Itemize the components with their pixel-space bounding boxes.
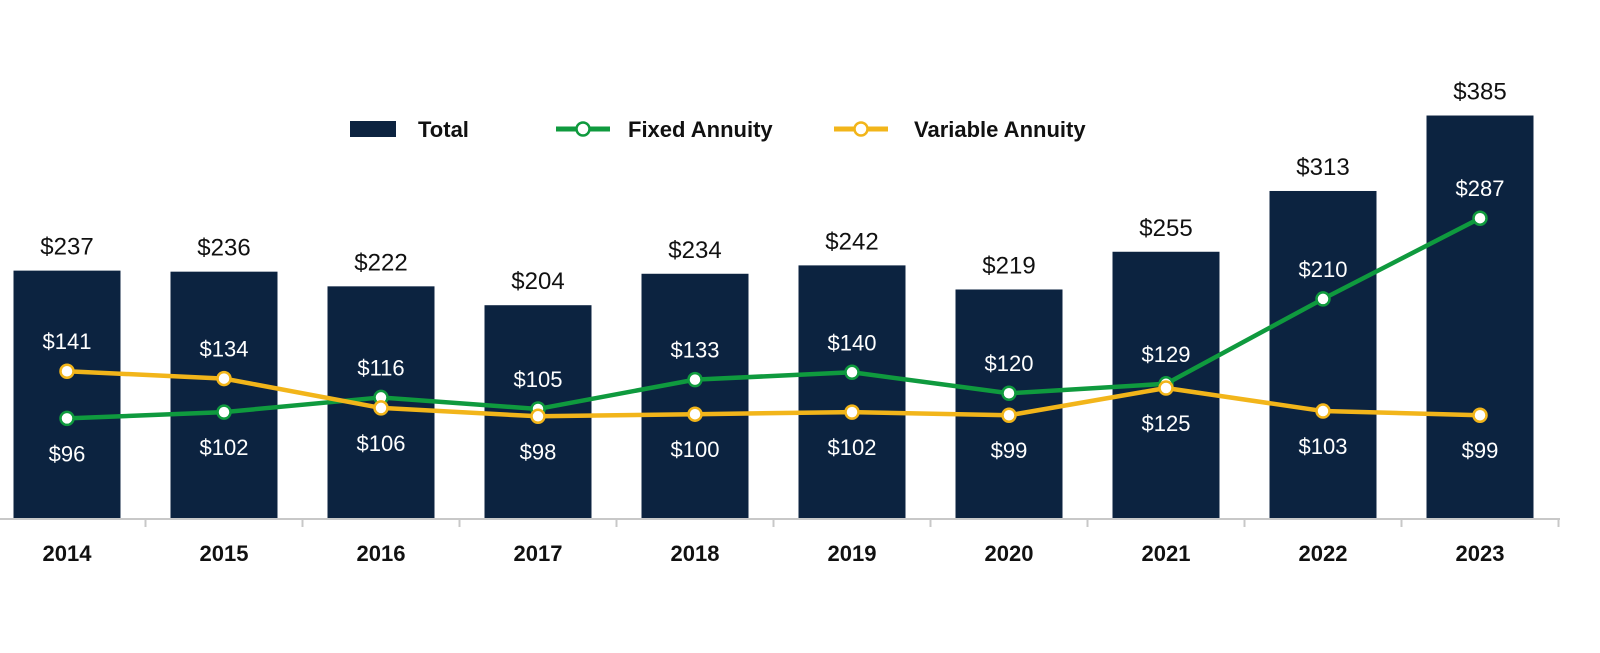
legend-label-fixed-annuity: Fixed Annuity xyxy=(628,117,773,142)
point-variable-annuity-2023 xyxy=(1472,407,1488,423)
bar-total-2019 xyxy=(798,265,906,519)
bar-label-total-2015: $236 xyxy=(197,235,250,262)
point-label-fixed-annuity-2022: $210 xyxy=(1299,257,1348,282)
bar-label-total-2018: $234 xyxy=(668,237,721,264)
bar-label-total-2014: $237 xyxy=(40,234,93,261)
point-label-variable-annuity-2022: $103 xyxy=(1299,434,1348,459)
point-label-fixed-annuity-2019: $140 xyxy=(828,330,877,355)
point-variable-annuity-2020 xyxy=(1001,407,1017,423)
bar-total-2023 xyxy=(1426,115,1534,520)
point-variable-annuity-2021 xyxy=(1158,380,1174,396)
point-variable-annuity-2022 xyxy=(1315,403,1331,419)
bars-layer xyxy=(13,115,1534,520)
bar-total-2020 xyxy=(955,289,1063,519)
bar-label-total-2023: $385 xyxy=(1453,79,1506,106)
point-variable-annuity-2015 xyxy=(216,370,232,387)
x-tick-label-2023: 2023 xyxy=(1456,541,1505,566)
point-label-fixed-annuity-2017: $105 xyxy=(514,367,563,392)
point-label-fixed-annuity-2020: $120 xyxy=(985,351,1034,376)
bar-total-2022 xyxy=(1269,190,1377,519)
point-label-variable-annuity-2019: $102 xyxy=(828,435,877,460)
bar-total-2018 xyxy=(641,273,749,519)
legend-marker-fixed-annuity xyxy=(575,121,591,137)
point-fixed-annuity-2015 xyxy=(216,404,232,420)
bar-label-total-2021: $255 xyxy=(1139,215,1192,242)
point-variable-annuity-2018 xyxy=(687,406,703,422)
x-axis: 2014 2015 2016 2017 2018 2019 2020 2021 2022 2023 xyxy=(0,518,1560,566)
point-label-fixed-annuity-2023: $287 xyxy=(1456,176,1505,201)
bar-label-total-2016: $222 xyxy=(354,249,407,276)
point-label-variable-annuity-2018: $100 xyxy=(671,437,720,462)
line-variable-annuity xyxy=(64,368,1483,419)
point-variable-annuity-2014 xyxy=(59,363,75,379)
line-fixed-annuity xyxy=(64,215,1483,421)
lines-layer xyxy=(59,210,1488,427)
point-fixed-annuity-2020 xyxy=(1001,385,1017,401)
x-tick-label-2019: 2019 xyxy=(828,541,877,566)
point-variable-annuity-2017 xyxy=(530,408,546,425)
point-label-fixed-annuity-2015: $102 xyxy=(200,435,249,460)
bar-total-2015 xyxy=(170,271,278,519)
bar-label-total-2022: $313 xyxy=(1296,154,1349,181)
point-fixed-annuity-2022 xyxy=(1315,291,1331,307)
point-label-variable-annuity-2014: $141 xyxy=(43,329,92,354)
legend: Total Fixed Annuity Variable Annuity xyxy=(350,117,1086,142)
point-label-variable-annuity-2023: $99 xyxy=(1462,438,1499,463)
point-label-fixed-annuity-2018: $133 xyxy=(671,338,720,363)
legend-marker-variable-annuity xyxy=(853,121,869,137)
x-tick-label-2021: 2021 xyxy=(1142,541,1191,566)
data-labels-layer: $237 $236 $222 $204 $234 $242 $219 $255 $313 $385… xyxy=(40,79,1506,467)
legend-label-total: Total xyxy=(418,117,469,142)
bar-total-2014 xyxy=(13,270,121,519)
x-tick-label-2017: 2017 xyxy=(514,541,563,566)
x-tick-label-2016: 2016 xyxy=(357,541,406,566)
x-tick-label-2020: 2020 xyxy=(985,541,1034,566)
bar-label-total-2020: $219 xyxy=(982,252,1035,279)
legend-swatch-total xyxy=(350,121,396,137)
bar-label-total-2019: $242 xyxy=(825,228,878,255)
legend-label-variable-annuity: Variable Annuity xyxy=(914,117,1086,142)
point-fixed-annuity-2014 xyxy=(59,410,75,427)
x-tick-label-2018: 2018 xyxy=(671,541,720,566)
point-label-variable-annuity-2021: $125 xyxy=(1142,411,1191,436)
point-label-variable-annuity-2020: $99 xyxy=(991,438,1028,463)
point-fixed-annuity-2019 xyxy=(844,364,860,381)
point-fixed-annuity-2023 xyxy=(1472,210,1488,226)
x-tick-label-2014: 2014 xyxy=(43,541,93,566)
point-variable-annuity-2016 xyxy=(373,400,389,416)
point-variable-annuity-2019 xyxy=(844,404,860,420)
x-tick-label-2015: 2015 xyxy=(200,541,249,566)
point-label-fixed-annuity-2021: $129 xyxy=(1142,342,1191,367)
bar-label-total-2017: $204 xyxy=(511,268,564,295)
point-label-variable-annuity-2016: $106 xyxy=(357,431,406,456)
point-fixed-annuity-2018 xyxy=(687,371,703,388)
point-label-variable-annuity-2015: $134 xyxy=(200,337,249,362)
point-label-fixed-annuity-2016: $116 xyxy=(357,355,404,380)
x-tick-label-2022: 2022 xyxy=(1299,541,1348,566)
point-label-variable-annuity-2017: $98 xyxy=(520,439,557,464)
point-label-fixed-annuity-2014: $96 xyxy=(49,441,86,466)
